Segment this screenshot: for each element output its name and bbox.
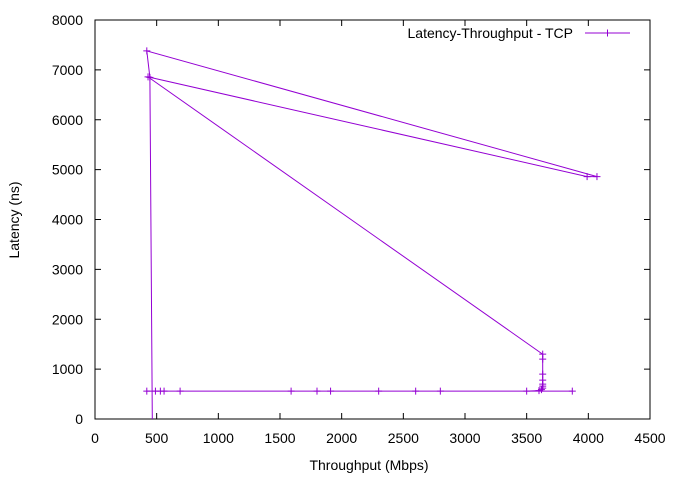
data-point-23	[176, 387, 184, 395]
x-tick-label-6: 3000	[449, 430, 480, 446]
data-point-22	[287, 387, 295, 395]
plot-frame	[94, 19, 651, 420]
data-point-20	[327, 387, 335, 395]
data-point-27	[143, 387, 151, 395]
x-tick-label-4: 2000	[326, 430, 357, 446]
y-axis-title: Latency (ns)	[6, 181, 22, 258]
data-point-8	[539, 370, 547, 378]
data-point-2	[143, 47, 151, 55]
x-axis-title: Throughput (Mbps)	[309, 457, 428, 473]
y-tick-label-1: 1000	[52, 361, 83, 377]
data-point-18	[412, 387, 420, 395]
data-point-7	[539, 355, 547, 363]
y-tick-label-7: 7000	[52, 62, 83, 78]
x-tick-label-3: 1500	[264, 430, 295, 446]
y-tick-label-8: 8000	[52, 12, 83, 28]
x-tick-label-8: 4000	[573, 430, 604, 446]
y-tick-label-4: 4000	[52, 212, 83, 228]
legend-point-marker	[604, 29, 611, 37]
data-point-19	[375, 387, 383, 395]
series-line-0	[146, 50, 598, 420]
x-tick-label-2: 1000	[203, 430, 234, 446]
y-tick-label-5: 5000	[52, 162, 83, 178]
series-group	[143, 47, 601, 420]
data-point-15	[523, 387, 531, 395]
axis-ticks	[94, 19, 651, 420]
x-tick-label-5: 2500	[388, 430, 419, 446]
data-point-14	[535, 387, 543, 395]
data-point-5	[144, 73, 152, 81]
y-tick-label-6: 6000	[52, 112, 83, 128]
x-tick-labels: 0 500 1000 1500 2000 2500 3000 3500 4000 4500	[91, 430, 666, 446]
y-tick-labels: 0 1000 2000 3000 4000 5000 6000 7000 8000	[52, 12, 83, 427]
x-tick-label-0: 0	[91, 430, 99, 446]
legend: Latency-Throughput - TCP	[408, 25, 630, 41]
y-tick-label-3: 3000	[52, 261, 83, 277]
data-point-16	[568, 387, 576, 395]
y-tick-label-2: 2000	[52, 311, 83, 327]
data-point-12	[539, 384, 547, 392]
legend-label: Latency-Throughput - TCP	[408, 25, 574, 41]
data-point-21	[313, 387, 321, 395]
data-point-4	[583, 173, 591, 181]
data-point-26	[151, 387, 159, 395]
x-tick-label-9: 4500	[634, 430, 665, 446]
data-point-17	[436, 387, 444, 395]
x-tick-label-7: 3500	[511, 430, 542, 446]
legend-marker-cross	[604, 29, 611, 37]
data-point-3	[593, 173, 601, 181]
y-tick-label-0: 0	[75, 411, 83, 427]
x-tick-label-1: 500	[145, 430, 169, 446]
